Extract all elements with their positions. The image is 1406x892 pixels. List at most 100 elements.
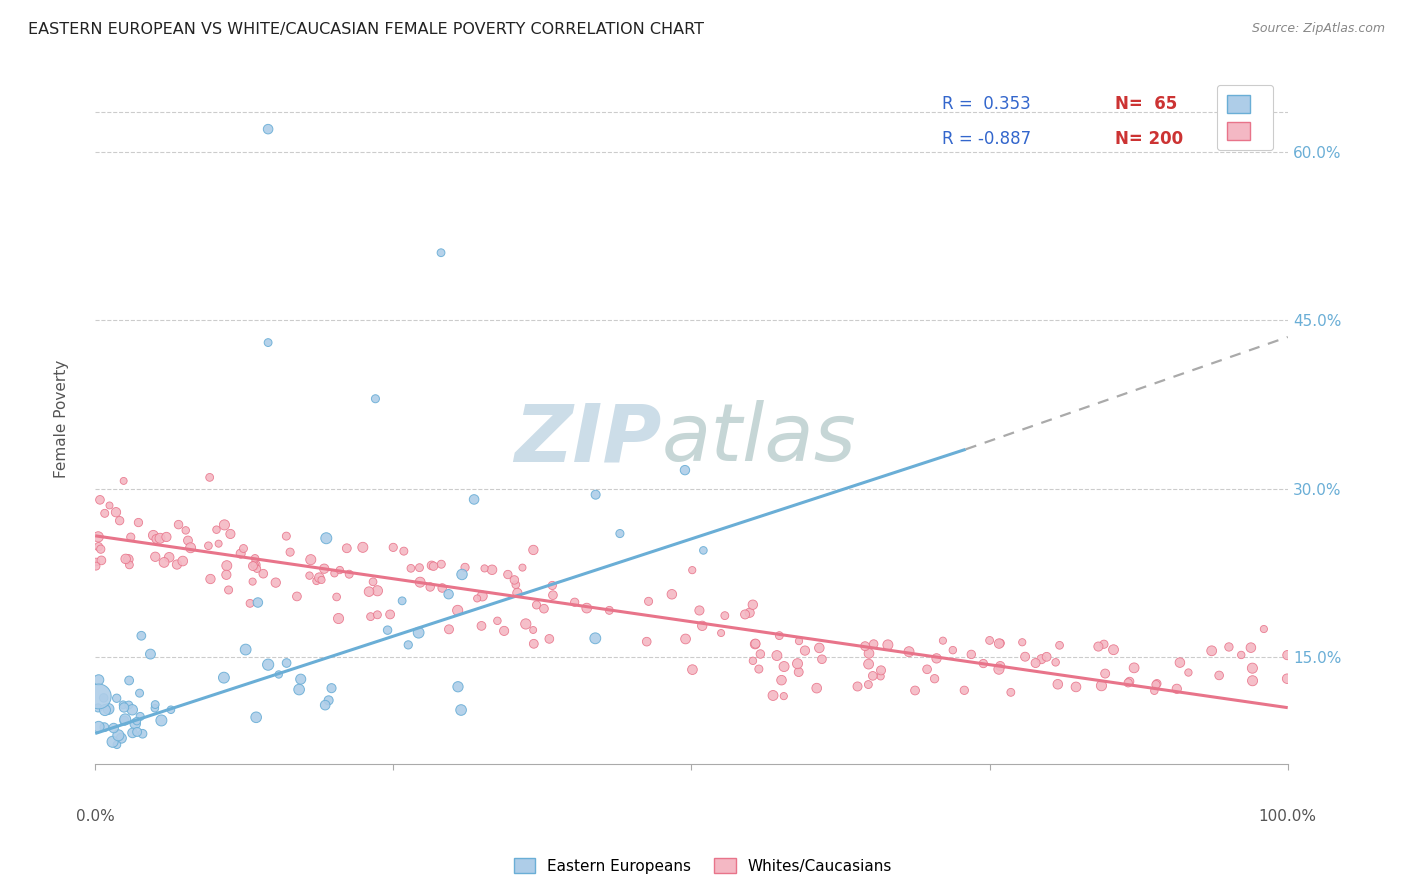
Point [862,637,884,651]
Point [1000,685,1022,699]
Point [98,499,121,513]
Point [157,550,180,565]
Point [352,541,374,555]
Point [1035,649,1057,664]
Point [305,574,328,588]
Point [787,634,810,648]
Point [506,586,529,600]
Point [430,558,453,572]
Point [987,662,1010,676]
Point [1240,640,1263,655]
Point [207,537,229,551]
Point [120,530,142,544]
Point [876,638,898,652]
Point [408,560,430,574]
Point [925,651,948,665]
Point [806,681,828,695]
Point [786,657,808,671]
Point [108,514,131,528]
Point [1046,677,1069,691]
Point [315,531,337,545]
Point [214,517,236,532]
Point [112,474,135,488]
Point [1144,678,1167,692]
Point [1094,666,1116,681]
Text: atlas: atlas [662,401,856,478]
Legend: Eastern Europeans, Whites/Caucasians: Eastern Europeans, Whites/Caucasians [508,852,898,880]
Point [276,529,298,543]
Point [153,556,176,570]
Point [112,698,135,712]
Point [246,595,269,609]
Point [112,714,135,728]
Point [378,607,401,622]
Point [121,726,143,740]
Point [1168,656,1191,670]
Point [166,558,188,572]
Point [264,575,287,590]
Point [129,709,152,723]
Point [430,245,453,260]
Point [325,590,347,604]
Point [314,698,336,713]
Point [160,703,183,717]
Point [87,690,110,704]
Point [454,560,477,574]
Point [1241,673,1264,688]
Point [762,689,785,703]
Point [105,691,128,706]
Point [924,672,946,686]
Point [90,553,112,567]
Point [869,669,891,683]
Point [198,470,221,484]
Point [1143,683,1166,698]
Point [112,700,135,714]
Point [1275,672,1298,686]
Point [142,528,165,542]
Point [1087,640,1109,654]
Point [430,581,453,595]
Point [710,626,733,640]
Point [396,638,419,652]
Point [1277,648,1299,662]
Text: Source: ZipAtlas.com: Source: ZipAtlas.com [1251,22,1385,36]
Point [408,625,430,640]
Point [205,523,228,537]
Point [486,614,509,628]
Point [585,488,607,502]
Point [382,541,405,555]
Point [94,703,117,717]
Point [336,541,359,556]
Point [212,671,235,685]
Point [515,616,537,631]
Point [496,567,519,582]
Point [257,335,280,350]
Point [314,562,336,576]
Point [1218,640,1240,654]
Point [541,578,564,592]
Text: R =  0.353: R = 0.353 [942,95,1031,113]
Point [337,567,360,582]
Point [93,720,115,734]
Point [391,594,413,608]
Point [1011,635,1033,649]
Point [118,673,141,688]
Point [772,689,794,703]
Point [143,701,166,715]
Point [117,552,139,566]
Point [1177,665,1199,680]
Point [523,637,546,651]
Point [450,703,472,717]
Point [101,735,124,749]
Point [979,633,1001,648]
Point [167,517,190,532]
Legend: , : , [1216,85,1274,151]
Point [239,596,262,610]
Point [290,672,312,686]
Point [245,710,267,724]
Point [93,506,115,520]
Point [681,563,703,577]
Point [308,571,330,585]
Point [90,542,112,557]
Point [357,584,380,599]
